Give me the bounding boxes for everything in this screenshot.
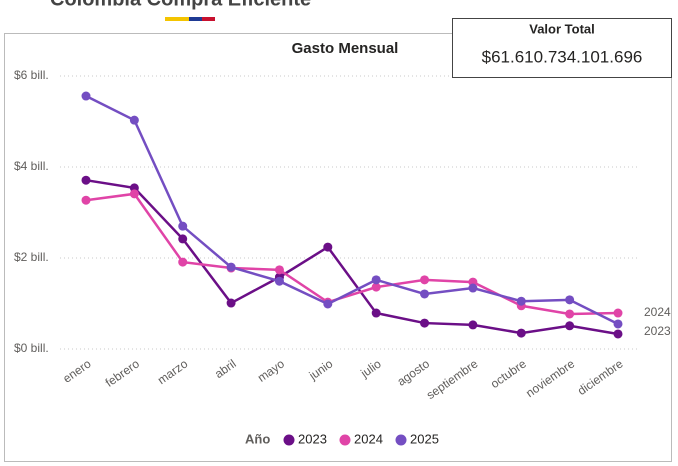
point bbox=[420, 275, 430, 285]
y-tick-label: $2 bill. bbox=[14, 250, 49, 264]
point bbox=[323, 299, 333, 309]
legend-title: Año bbox=[245, 431, 270, 446]
point bbox=[565, 309, 575, 319]
point bbox=[274, 265, 284, 275]
point bbox=[613, 319, 623, 329]
point bbox=[81, 195, 91, 205]
point bbox=[226, 298, 236, 308]
point bbox=[226, 262, 236, 272]
point bbox=[516, 296, 526, 306]
legend-swatch bbox=[395, 434, 407, 446]
flag-blue bbox=[189, 17, 202, 21]
end-label: 2024 bbox=[644, 305, 671, 319]
point bbox=[274, 276, 284, 286]
point bbox=[420, 318, 430, 328]
y-tick-label: $0 bill. bbox=[14, 341, 49, 355]
kpi-card bbox=[452, 18, 672, 78]
point bbox=[323, 242, 333, 252]
legend-label: 2024 bbox=[354, 431, 383, 446]
point bbox=[129, 115, 139, 125]
y-tick-label: $6 bill. bbox=[14, 68, 49, 82]
flag-yellow bbox=[165, 17, 189, 21]
point bbox=[468, 283, 478, 293]
card-value: $61.610.734.101.696 bbox=[482, 47, 643, 66]
flag-red bbox=[202, 17, 215, 21]
point bbox=[516, 328, 526, 338]
point bbox=[178, 234, 188, 244]
point bbox=[371, 275, 381, 285]
point bbox=[468, 320, 478, 330]
page-title: Colombia Compra Eficiente bbox=[50, 0, 311, 10]
series-line bbox=[85, 192, 619, 316]
point bbox=[613, 329, 623, 339]
y-tick-label: $4 bill. bbox=[14, 159, 49, 173]
point bbox=[129, 189, 139, 199]
series-line bbox=[85, 178, 619, 336]
legend-label: 2025 bbox=[410, 431, 439, 446]
chart-frame bbox=[4, 33, 672, 462]
point bbox=[371, 282, 381, 292]
point bbox=[613, 308, 623, 318]
point bbox=[178, 257, 188, 267]
point bbox=[565, 295, 575, 305]
end-label: 2023 bbox=[644, 324, 671, 338]
point bbox=[178, 221, 188, 231]
point bbox=[565, 321, 575, 331]
point bbox=[81, 175, 91, 185]
point bbox=[420, 289, 430, 299]
legend-swatch bbox=[339, 434, 351, 446]
card-label: Valor Total bbox=[529, 21, 595, 36]
legend-label: 2023 bbox=[298, 431, 327, 446]
series-line bbox=[85, 94, 619, 326]
point bbox=[371, 308, 381, 318]
chart-title: Gasto Mensual bbox=[292, 40, 399, 57]
legend-swatch bbox=[283, 434, 295, 446]
point bbox=[81, 91, 91, 101]
